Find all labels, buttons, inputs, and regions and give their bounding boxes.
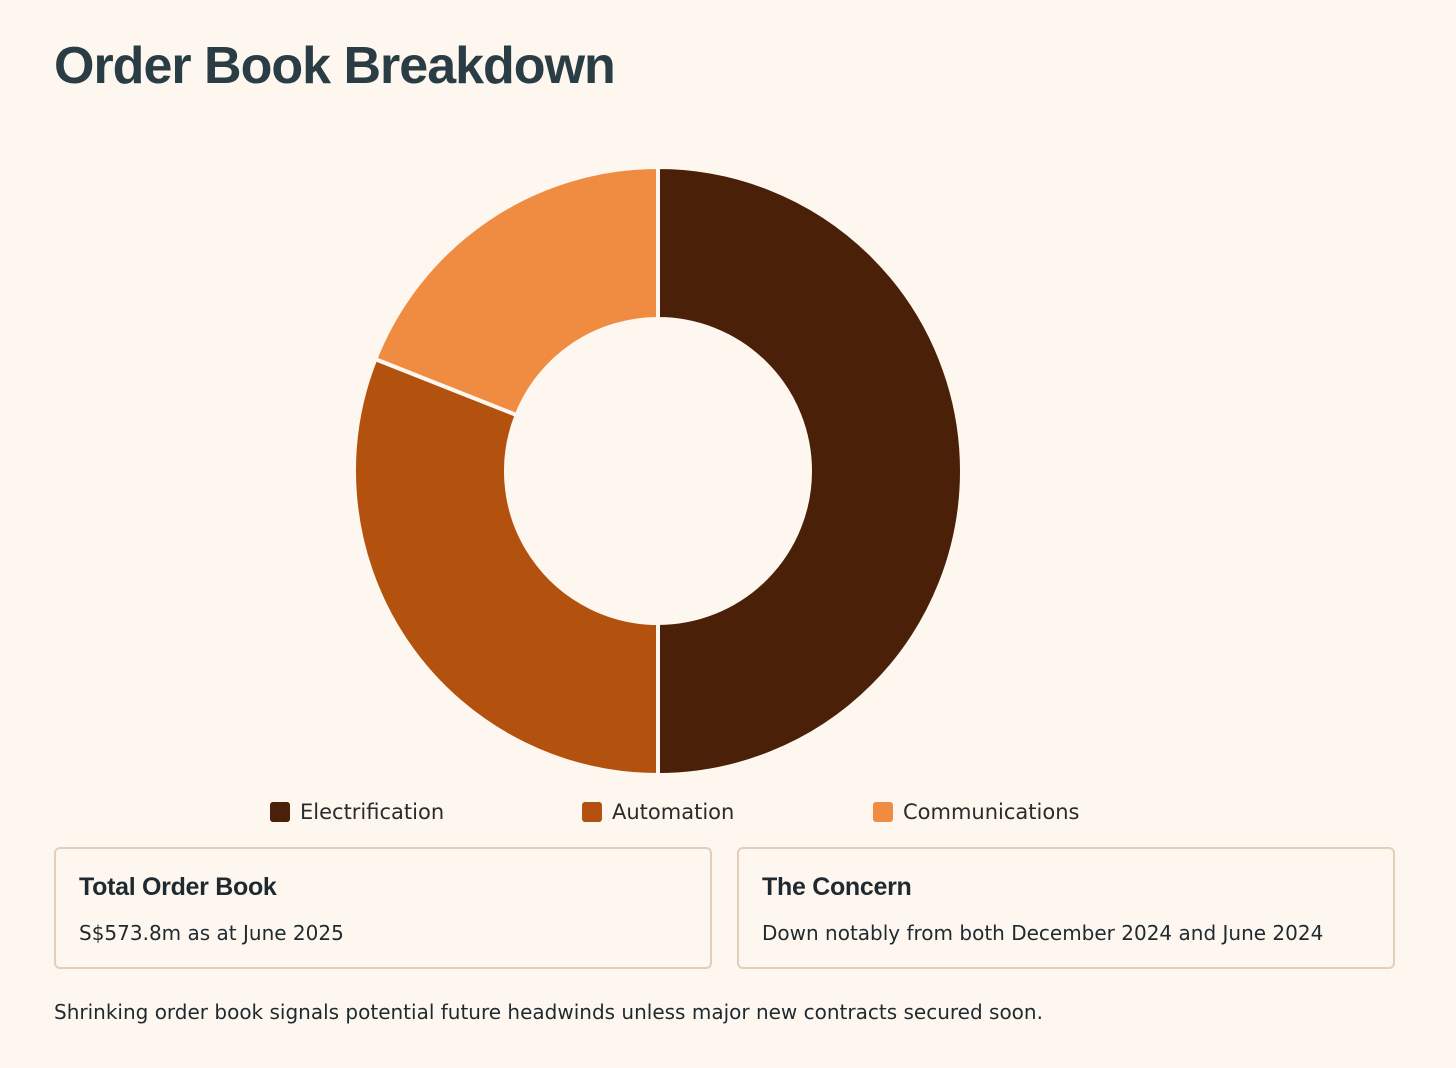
legend-swatch — [873, 802, 893, 822]
legend-label: Electrification — [300, 800, 445, 824]
page-title: Order Book Breakdown — [54, 37, 616, 95]
card-text: Down notably from both December 2024 and… — [762, 921, 1324, 945]
legend-item-electrification: Electrification — [270, 798, 444, 826]
legend-label: Automation — [612, 800, 735, 824]
total-order-book-card: Total Order Book S$573.8m as at June 202… — [54, 847, 712, 969]
legend-label: Communications — [903, 800, 1080, 824]
donut-slice-automation — [352, 357, 660, 777]
donut-chart — [352, 165, 964, 777]
legend-item-automation: Automation — [582, 798, 734, 826]
the-concern-card: The Concern Down notably from both Decem… — [737, 847, 1395, 969]
legend-swatch — [582, 802, 602, 822]
legend-swatch — [270, 802, 290, 822]
footnote: Shrinking order book signals potential f… — [54, 1000, 1043, 1024]
chart-legend: Electrification Automation Communications — [0, 798, 1456, 828]
card-text: S$573.8m as at June 2025 — [79, 921, 344, 945]
donut-slice-electrification — [656, 165, 964, 777]
legend-item-communications: Communications — [873, 798, 1079, 826]
card-title: The Concern — [762, 873, 912, 901]
donut-slices — [352, 165, 964, 777]
donut-slice-communications — [373, 165, 660, 418]
card-title: Total Order Book — [79, 873, 277, 901]
